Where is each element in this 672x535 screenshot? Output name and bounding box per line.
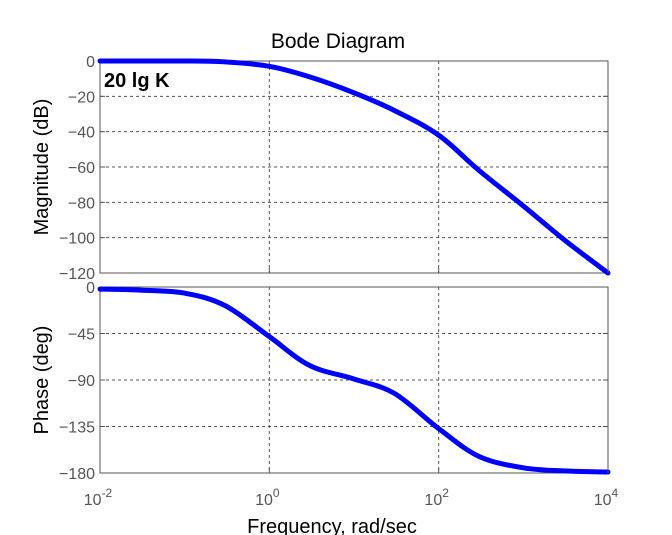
magnitude-y-tick-label: −40 — [68, 125, 95, 142]
phase-y-tick-label: −90 — [68, 373, 95, 390]
magnitude-y-tick-label: −20 — [68, 89, 95, 106]
magnitude-y-tick-label: −60 — [68, 160, 95, 177]
magnitude-series-line — [97, 58, 611, 276]
chart-title: Bode Diagram — [271, 30, 405, 53]
x-tick-label: 10-2 — [84, 486, 113, 509]
x-tick-label: 100 — [255, 486, 280, 509]
magnitude-axis-label: Magnitude (dB) — [31, 99, 53, 236]
x-tick-label: 102 — [424, 486, 449, 509]
magnitude-y-tick-label: −120 — [59, 266, 95, 283]
gain-annotation: 20 lg K — [104, 70, 170, 92]
phase-plot: 0 −45 −90 −135 −180 — [59, 280, 611, 483]
magnitude-y-tick-label: −80 — [68, 195, 95, 212]
phase-y-tick-label: −135 — [59, 420, 95, 437]
phase-y-tick-label: −45 — [68, 327, 95, 344]
phase-y-tick-label: −180 — [59, 466, 95, 483]
phase-y-tick-label: 0 — [86, 280, 95, 297]
x-axis-label: Frequency, rad/sec — [247, 516, 417, 535]
magnitude-plot: 0 −20 −40 −60 −80 −100 −120 — [59, 54, 611, 283]
x-tick-label: 104 — [594, 486, 619, 509]
phase-series-line — [97, 286, 611, 475]
x-tick-labels: 10-2 100 102 104 — [84, 268, 619, 509]
phase-axis-label: Phase (deg) — [31, 326, 53, 435]
magnitude-y-tick-label: 0 — [86, 54, 95, 71]
magnitude-y-tick-label: −100 — [59, 231, 95, 248]
